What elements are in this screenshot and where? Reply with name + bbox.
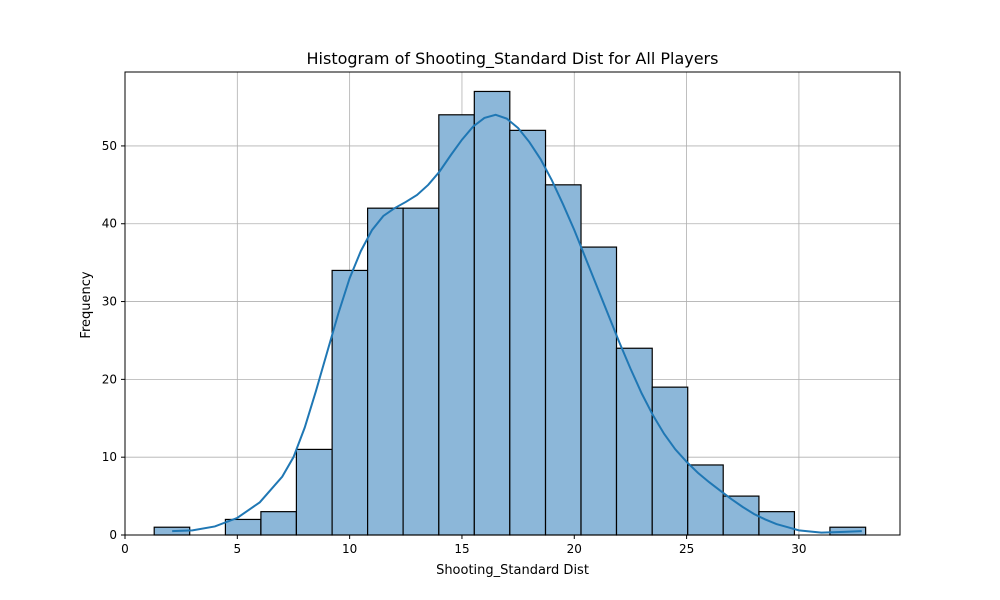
histogram-bar [509, 129, 547, 536]
x-tick-label: 25 [679, 542, 694, 556]
y-tick-label: 50 [102, 139, 117, 153]
y-tick-label: 20 [102, 372, 117, 386]
histogram-bar [687, 464, 724, 536]
y-tick-label: 0 [109, 528, 117, 542]
histogram-bar [651, 386, 689, 536]
x-tick-label: 30 [791, 542, 806, 556]
y-tick-label: 40 [102, 217, 117, 231]
x-tick-label: 0 [121, 542, 129, 556]
histogram-bar [438, 114, 475, 536]
chart-title: Histogram of Shooting_Standard Dist for … [307, 49, 719, 69]
histogram-bar [544, 184, 582, 536]
histogram-bar [473, 90, 511, 536]
histogram-bar [580, 246, 618, 536]
x-tick-label: 5 [233, 542, 241, 556]
histogram-bar [402, 207, 440, 536]
y-axis-ticks: 0 10 20 30 40 50 [102, 139, 125, 542]
x-tick-label: 20 [567, 542, 582, 556]
histogram-bar [224, 518, 262, 536]
histogram-bar [295, 448, 333, 536]
y-tick-label: 30 [102, 295, 117, 309]
histogram-bar [722, 495, 760, 536]
plot-frame [124, 71, 901, 536]
x-axis-label: Shooting_Standard Dist [436, 563, 589, 578]
histogram-bar [331, 269, 369, 536]
x-axis-ticks: 0 5 10 15 20 25 30 [121, 535, 807, 556]
x-tick-label: 10 [342, 542, 357, 556]
kde-curve [172, 113, 862, 534]
x-tick-label: 15 [454, 542, 469, 556]
histogram-bar [260, 511, 297, 536]
histogram-bar [367, 207, 404, 536]
y-axis-label: Frequency [79, 271, 94, 338]
y-tick-label: 10 [102, 450, 117, 464]
histogram-bars [153, 90, 867, 536]
